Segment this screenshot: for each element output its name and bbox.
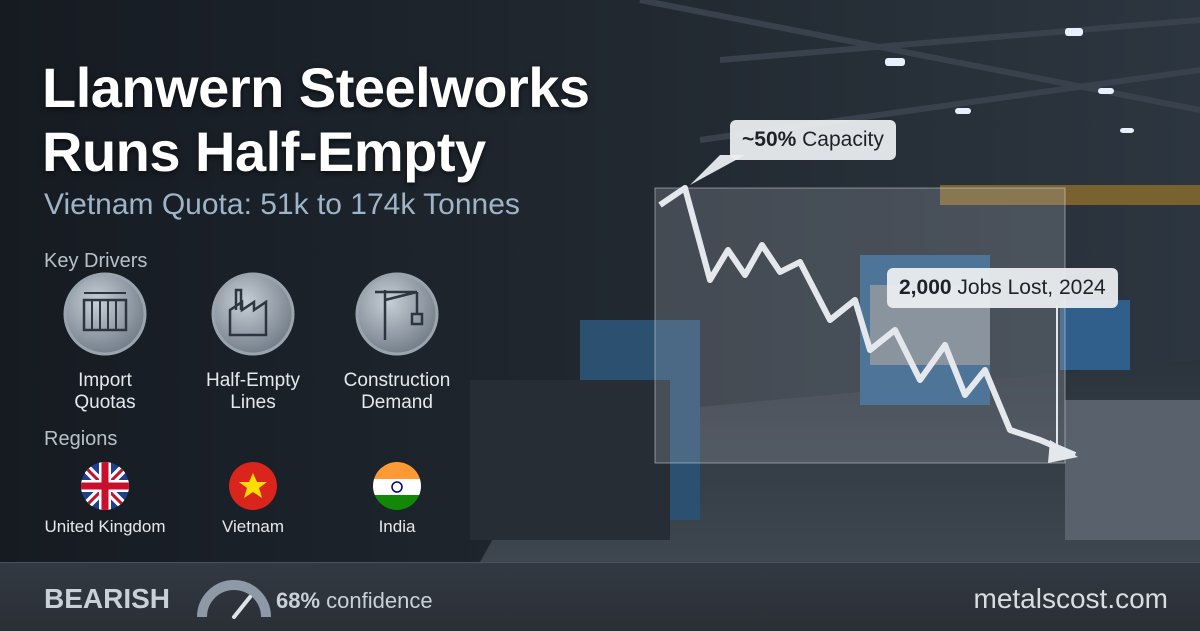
title-line: Llanwern Steelworks <box>42 56 590 119</box>
lights <box>885 28 1134 133</box>
region-label: United Kingdom <box>44 517 166 536</box>
gauge-needle <box>232 595 252 619</box>
label-line: Import <box>78 370 132 391</box>
callout-text: Jobs Lost, 2024 <box>957 276 1106 299</box>
callout-text: Capacity <box>802 128 884 151</box>
region-label: Vietnam <box>221 517 285 536</box>
callout-strong: 2,000 <box>899 276 952 299</box>
footer: BEARISH 68% confidence metalscost.com <box>0 562 1200 631</box>
sentiment: BEARISH <box>44 583 171 614</box>
driver-icons <box>63 272 439 356</box>
callout: 2,000 Jobs Lost, 2024 <box>887 268 1118 308</box>
site: metalscost.com <box>973 583 1169 614</box>
callout-strong: ~50% <box>742 128 797 151</box>
label-line: Half-Empty <box>206 370 300 391</box>
crane-beam <box>940 185 1200 205</box>
flags <box>81 462 421 510</box>
gauge <box>197 580 271 619</box>
region-label: India <box>378 517 416 536</box>
label-line: Demand <box>361 392 433 413</box>
callout-pointer <box>690 155 745 185</box>
label-line: Construction <box>343 370 451 391</box>
label-line: Quotas <box>74 392 136 413</box>
gauge-arc <box>197 580 271 618</box>
decline-line <box>658 185 1077 458</box>
confidence-text: confidence <box>326 588 433 613</box>
callout: ~50% Capacity <box>730 120 896 160</box>
driver-label: Import Quotas <box>25 370 185 414</box>
section-heading: Key Drivers <box>44 250 148 272</box>
subtitle: Vietnam Quota: 51k to 174k Tonnes <box>44 188 520 221</box>
driver-label: Construction Demand <box>317 370 477 414</box>
arrow-head <box>1048 440 1078 463</box>
section-heading: Regions <box>44 428 118 450</box>
confidence-value: 68% <box>276 588 321 613</box>
driver-label: Half-Empty Lines <box>173 370 333 414</box>
title-line: Runs Half-Empty <box>42 120 486 183</box>
machinery <box>470 255 1200 540</box>
confidence: 68% confidence <box>276 588 433 614</box>
label-line: Lines <box>230 392 276 413</box>
